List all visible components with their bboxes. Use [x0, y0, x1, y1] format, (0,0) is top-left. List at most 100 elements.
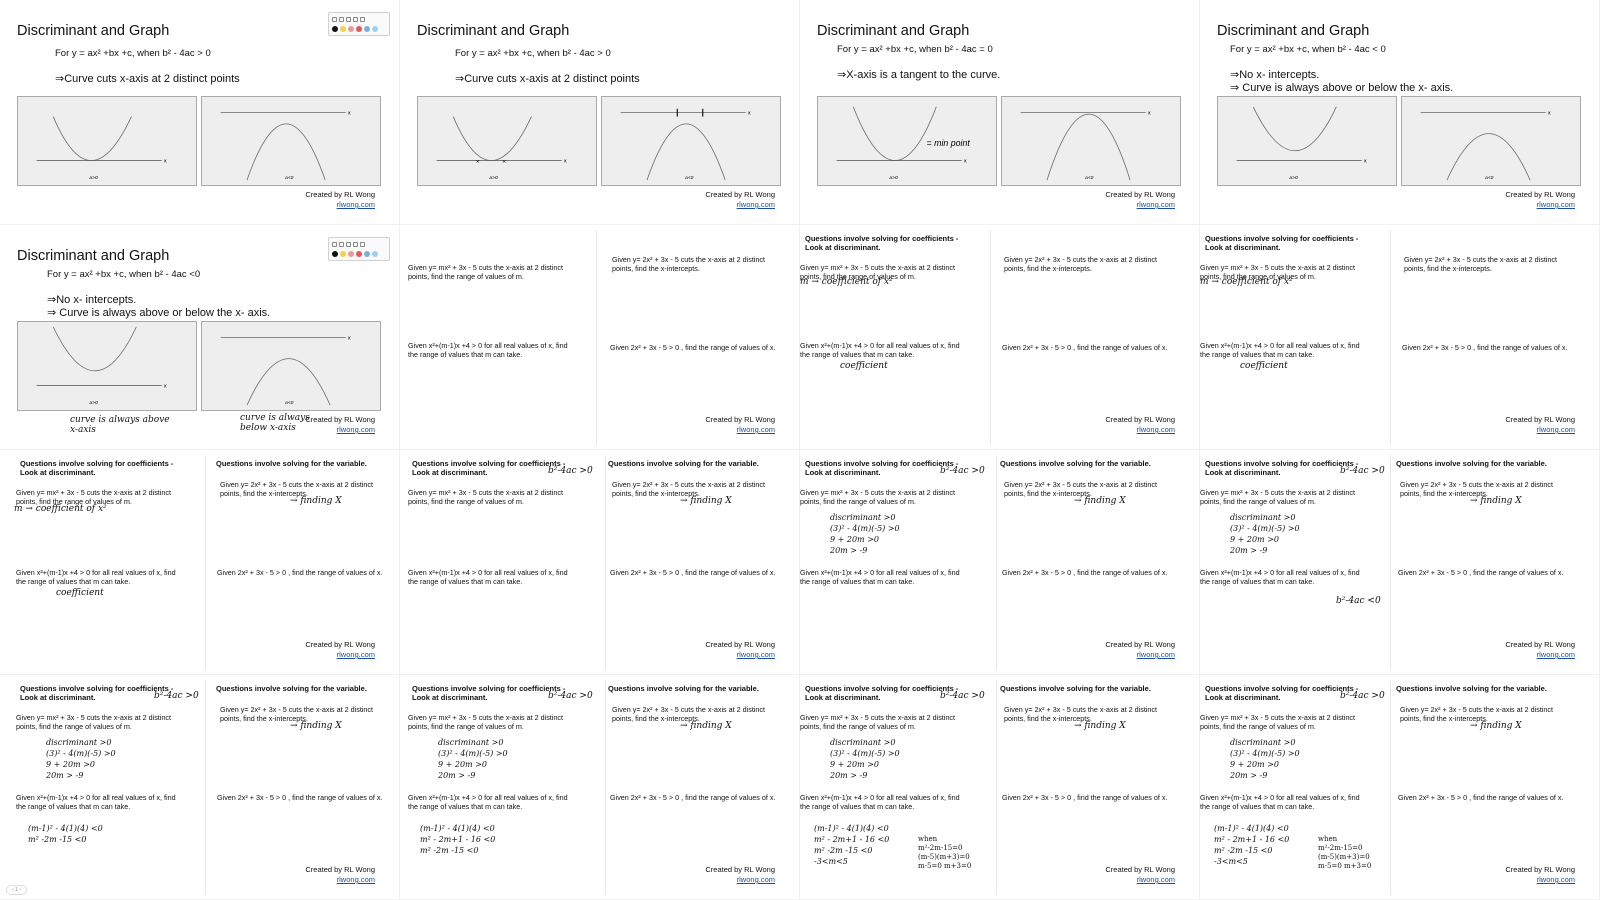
credit-link[interactable]: rlwong.com: [736, 650, 775, 659]
slide-11[interactable]: Questions involve solving for coefficien…: [800, 450, 1200, 675]
result-text: ⇒X-axis is a tangent to the curve.: [837, 69, 1001, 81]
cross-mark: ×: [502, 158, 506, 165]
credit-link[interactable]: rlwong.com: [1136, 875, 1175, 884]
work-line: when: [1318, 835, 1338, 843]
question-text: Given x²+(m-1)x +4 > 0 for all real valu…: [1200, 341, 1360, 359]
credit-link[interactable]: rlwong.com: [1536, 875, 1575, 884]
question-heading: Questions involve solving for the variab…: [1396, 459, 1547, 468]
color-light-blue[interactable]: [372, 250, 378, 257]
formula-text: For y = ax² +bx +c, when b² - 4ac > 0: [455, 48, 611, 59]
color-black[interactable]: [332, 250, 338, 257]
credit-link[interactable]: rlwong.com: [736, 200, 775, 209]
annotation-toolbar[interactable]: [328, 237, 390, 261]
eraser-icon[interactable]: [339, 242, 344, 247]
slide-9[interactable]: Questions involve solving for coefficien…: [0, 450, 400, 675]
color-blue[interactable]: [364, 250, 370, 257]
color-pink[interactable]: [348, 250, 354, 257]
color-black[interactable]: [332, 25, 338, 32]
work-line: discriminant >0: [1230, 738, 1296, 747]
color-red[interactable]: [356, 25, 362, 32]
parabola-tangent-graph: x = min point a>0: [836, 106, 970, 181]
question-heading: Questions involve solving for the variab…: [608, 459, 759, 468]
a-label: a<0: [1485, 175, 1494, 181]
slide-7[interactable]: Questions involve solving for coefficien…: [800, 225, 1200, 450]
color-pink[interactable]: [348, 25, 354, 32]
credit-link[interactable]: rlwong.com: [736, 425, 775, 434]
slide-8[interactable]: Questions involve solving for coefficien…: [1200, 225, 1600, 450]
credit-link[interactable]: rlwong.com: [336, 875, 375, 884]
slide-16[interactable]: Questions involve solving for coefficien…: [1200, 675, 1600, 900]
question-text: Given x²+(m-1)x +4 > 0 for all real valu…: [800, 568, 960, 586]
annotation-toolbar[interactable]: [328, 12, 390, 36]
handwritten-note: curve is always above x-axis: [70, 415, 170, 435]
parabola-up-graph: x a>0: [36, 326, 167, 406]
column-divider: [996, 455, 997, 670]
slide-3[interactable]: Discriminant and Graph For y = ax² +bx +…: [800, 0, 1200, 225]
question-text: Given x²+(m-1)x +4 > 0 for all real valu…: [800, 793, 960, 811]
handwritten-note: b²-4ac >0: [548, 466, 593, 476]
credit-author: Created by RL Wong: [1505, 865, 1575, 874]
credit-link[interactable]: rlwong.com: [1536, 425, 1575, 434]
credit-link[interactable]: rlwong.com: [1536, 200, 1575, 209]
slide-12[interactable]: Questions involve solving for coefficien…: [1200, 450, 1600, 675]
formula-text: For y = ax² +bx +c, when b² - 4ac < 0: [1230, 44, 1386, 55]
credit: Created by RL Wong rlwong.com: [705, 415, 775, 435]
color-yellow[interactable]: [340, 25, 346, 32]
slide-2[interactable]: Discriminant and Graph For y = ax² +bx +…: [400, 0, 800, 225]
color-light-blue[interactable]: [372, 25, 378, 32]
credit: Created by RL Wong rlwong.com: [1105, 415, 1175, 435]
slide-title: Discriminant and Graph: [417, 23, 570, 39]
credit-link[interactable]: rlwong.com: [1136, 200, 1175, 209]
credit-link[interactable]: rlwong.com: [1536, 650, 1575, 659]
credit-link[interactable]: rlwong.com: [1136, 425, 1175, 434]
color-yellow[interactable]: [340, 250, 346, 257]
handwritten-note: b²-4ac >0: [548, 691, 593, 701]
question-text: Given x²+(m-1)x +4 > 0 for all real valu…: [408, 568, 568, 586]
slide-10[interactable]: Questions involve solving for coefficien…: [400, 450, 800, 675]
credit-author: Created by RL Wong: [1505, 415, 1575, 424]
question-text: Given y= 2x² + 3x - 5 cuts the x-axis at…: [1004, 255, 1157, 273]
color-blue[interactable]: [364, 25, 370, 32]
text-tool-icon[interactable]: [353, 242, 358, 247]
question-text: Given 2x² + 3x - 5 > 0 , find the range …: [1398, 568, 1564, 577]
result-text: ⇒Curve cuts x-axis at 2 distinct points: [55, 73, 240, 85]
page-navigator[interactable]: ‹ 1 ›: [6, 885, 27, 895]
pen-tool-icon[interactable]: [332, 242, 337, 247]
slide-15[interactable]: Questions involve solving for coefficien…: [800, 675, 1200, 900]
credit-link[interactable]: rlwong.com: [336, 650, 375, 659]
trash-icon[interactable]: [360, 242, 365, 247]
text-tool-icon[interactable]: [353, 17, 358, 22]
question-text: Given x²+(m-1)x +4 > 0 for all real valu…: [800, 341, 960, 359]
slide-5[interactable]: Discriminant and Graph For y = ax² +bx +…: [0, 225, 400, 450]
slide-1[interactable]: Discriminant and Graph For y = ax² +bx +…: [0, 0, 400, 225]
credit-link[interactable]: rlwong.com: [1136, 650, 1175, 659]
graph-a-positive: x = min point a>0: [817, 96, 997, 186]
credit: Created by RL Wong rlwong.com: [1505, 865, 1575, 885]
eraser-icon[interactable]: [339, 17, 344, 22]
shape-icon[interactable]: [346, 17, 351, 22]
credit-link[interactable]: rlwong.com: [736, 875, 775, 884]
credit-link[interactable]: rlwong.com: [336, 425, 375, 434]
credit-link[interactable]: rlwong.com: [336, 200, 375, 209]
color-red[interactable]: [356, 250, 362, 257]
trash-icon[interactable]: [360, 17, 365, 22]
shape-icon[interactable]: [346, 242, 351, 247]
slide-6[interactable]: Given y= mx² + 3x - 5 cuts the x-axis at…: [400, 225, 800, 450]
question-text: Given y= 2x² + 3x - 5 cuts the x-axis at…: [1400, 480, 1553, 498]
question-text: Given y= 2x² + 3x - 5 cuts the x-axis at…: [1404, 255, 1557, 273]
column-divider: [605, 455, 606, 670]
result-text: ⇒Curve cuts x-axis at 2 distinct points: [455, 73, 640, 85]
slide-14[interactable]: Questions involve solving for coefficien…: [400, 675, 800, 900]
slide-13[interactable]: Questions involve solving for coefficien…: [0, 675, 400, 900]
credit-author: Created by RL Wong: [705, 865, 775, 874]
work-line: (m-1)² - 4(1)(4) <0: [28, 824, 103, 833]
pen-tool-icon[interactable]: [332, 17, 337, 22]
axis-x-label: x: [1148, 111, 1151, 117]
slide-title: Discriminant and Graph: [817, 23, 970, 39]
handwritten-note: m → coefficient of x²: [14, 504, 107, 514]
work-line: (3)² - 4(m)(-5) >0: [46, 749, 116, 758]
credit-author: Created by RL Wong: [305, 865, 375, 874]
work-line: 20m > -9: [46, 771, 84, 780]
question-text: Given y= 2x² + 3x - 5 cuts the x-axis at…: [220, 705, 373, 723]
slide-4[interactable]: Discriminant and Graph For y = ax² +bx +…: [1200, 0, 1600, 225]
